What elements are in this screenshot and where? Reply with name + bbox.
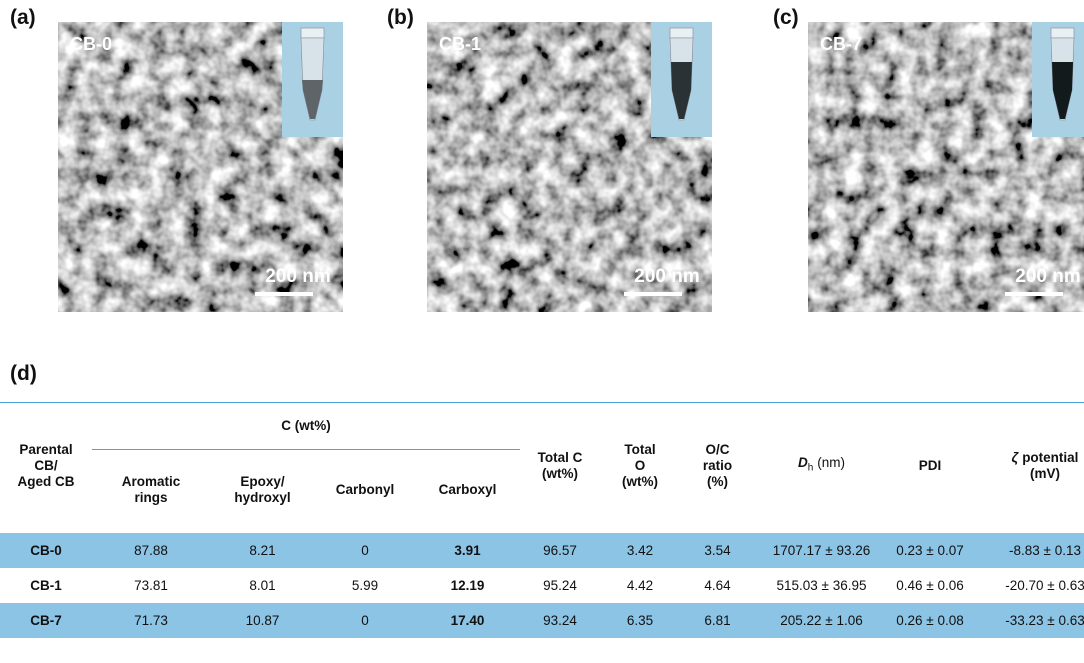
table-cell: 10.87	[210, 603, 315, 638]
table-cell: 0	[315, 533, 415, 568]
table-label: (d)	[10, 362, 37, 386]
panel-label: (b)	[387, 6, 414, 30]
table-cell: 73.81	[92, 568, 210, 603]
table-cell: 96.57	[520, 533, 600, 568]
sem-image: CB-1 200 nm	[427, 22, 712, 312]
table-cell: 6.35	[600, 603, 680, 638]
column-header: Carbonyl	[315, 450, 415, 530]
table-cell: 205.22 ± 1.06	[755, 603, 888, 638]
column-header: Dh(nm)	[755, 403, 888, 530]
table-cell: CB-7	[0, 603, 92, 638]
column-header: PDI	[888, 403, 972, 530]
tube-cap	[301, 28, 324, 38]
table-cell: 17.40	[415, 603, 520, 638]
sample-name: CB-7	[820, 34, 862, 54]
table-cell: 5.99	[315, 568, 415, 603]
column-header: Total O (wt%)	[600, 403, 680, 530]
header-subscript: h	[808, 463, 814, 474]
table-cell: 4.64	[680, 568, 755, 603]
scale-bar-label: 200 nm	[634, 266, 699, 287]
table-cell: 71.73	[92, 603, 210, 638]
table-cell: 515.03 ± 36.95	[755, 568, 888, 603]
column-header: Parental CB/ Aged CB	[0, 403, 92, 530]
header-symbol: ζ	[1012, 450, 1019, 465]
table-cell: 8.21	[210, 533, 315, 568]
table-cell: -33.23 ± 0.63	[972, 603, 1084, 638]
table-cell: 87.88	[92, 533, 210, 568]
panel-label: (a)	[10, 6, 36, 30]
sample-name: CB-1	[439, 34, 481, 54]
table-cell: CB-0	[0, 533, 92, 568]
panel-label: (c)	[773, 6, 799, 30]
table-cell: 93.24	[520, 603, 600, 638]
column-header: Carboxyl	[415, 450, 520, 530]
header-text: potential (mV)	[1022, 450, 1078, 481]
group-header: C (wt%)	[92, 403, 520, 450]
column-header: O/C ratio (%)	[680, 403, 755, 530]
table-cell: CB-1	[0, 568, 92, 603]
table-cell: 12.19	[415, 568, 520, 603]
table-cell: -20.70 ± 0.63	[972, 568, 1084, 603]
tube-cap	[670, 28, 693, 38]
table-cell: 0	[315, 603, 415, 638]
table-cell: 3.42	[600, 533, 680, 568]
table-cell: 1707.17 ± 93.26	[755, 533, 888, 568]
column-header: Epoxy/ hydroxyl	[210, 450, 315, 530]
column-header: Aromatic rings	[92, 450, 210, 530]
header-unit: (nm)	[817, 455, 845, 470]
table-cell: 0.46 ± 0.06	[888, 568, 972, 603]
table-cell: 6.81	[680, 603, 755, 638]
column-header: Total C (wt%)	[520, 403, 600, 530]
sem-image: CB-0 200 nm	[58, 22, 343, 312]
table-cell: 0.23 ± 0.07	[888, 533, 972, 568]
scale-bar	[1005, 292, 1063, 296]
page: (a)CB-0200 nm(b)CB-1200 nm(c)CB-7200 nm …	[0, 0, 1084, 663]
table-cell: 8.01	[210, 568, 315, 603]
sample-name: CB-0	[70, 34, 112, 54]
header-symbol: D	[798, 455, 808, 470]
table-cell: 3.91	[415, 533, 520, 568]
scale-bar-label: 200 nm	[1015, 266, 1080, 287]
scale-bar-label: 200 nm	[265, 266, 330, 287]
table-cell: 4.42	[600, 568, 680, 603]
table-cell: 0.26 ± 0.08	[888, 603, 972, 638]
table-cell: 95.24	[520, 568, 600, 603]
tube-cap	[1051, 28, 1074, 38]
scale-bar	[624, 292, 682, 296]
sem-image: CB-7 200 nm	[808, 22, 1084, 312]
table-cell: 3.54	[680, 533, 755, 568]
table-cell: -8.83 ± 0.13	[972, 533, 1084, 568]
scale-bar	[255, 292, 313, 296]
